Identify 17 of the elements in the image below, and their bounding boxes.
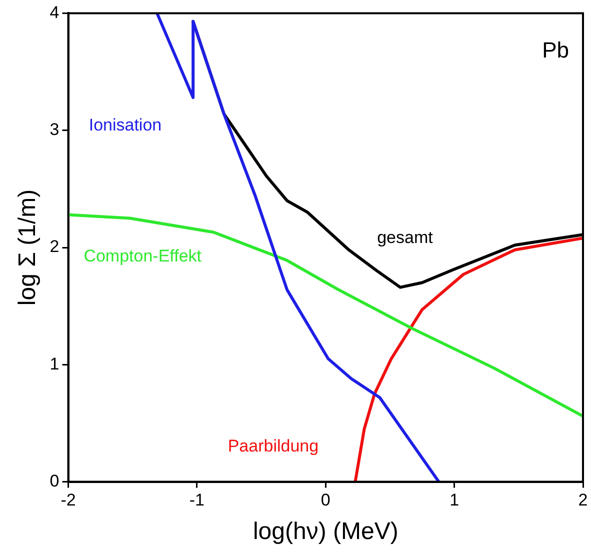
x-tick-label: 0 xyxy=(320,490,330,510)
x-tick-label: 2 xyxy=(578,490,588,510)
text: Paarbildung xyxy=(228,436,319,456)
series-label: Compton-Effekt xyxy=(84,246,202,266)
x-tick-label: -1 xyxy=(189,490,205,510)
y-tick-label: 4 xyxy=(50,2,60,22)
text: Ionisation xyxy=(88,115,162,134)
x-tick-label: 1 xyxy=(450,490,460,510)
y-axis-title: log Σ (1/m) xyxy=(14,189,42,306)
x-axis-title: log(hν) (MeV) xyxy=(252,518,398,546)
y-tick-label: 0 xyxy=(50,471,60,490)
y-tick-label: 3 xyxy=(50,120,60,140)
x-tick-label: -2 xyxy=(60,490,76,510)
y-tick-label: 1 xyxy=(50,354,60,374)
series-label: gesamt xyxy=(377,228,434,247)
annotation: Pb xyxy=(542,37,569,62)
y-tick-label: 2 xyxy=(50,237,60,256)
